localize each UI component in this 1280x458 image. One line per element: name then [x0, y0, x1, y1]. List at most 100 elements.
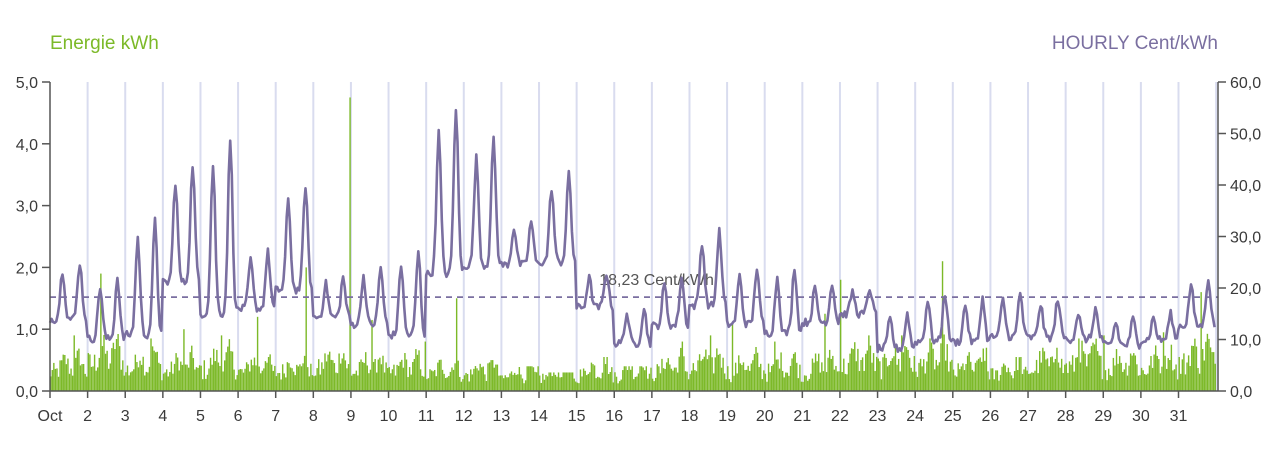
- energy-bar: [162, 373, 165, 391]
- energy-bar: [89, 354, 91, 391]
- energy-bar: [788, 375, 790, 391]
- energy-bar: [1042, 347, 1044, 391]
- energy-bar: [192, 358, 195, 391]
- energy-bar: [335, 372, 337, 391]
- energy-bar: [938, 362, 941, 391]
- energy-bar: [230, 351, 232, 391]
- energy-bar: [673, 367, 676, 391]
- energy-bar: [725, 379, 727, 391]
- energy-bar: [144, 375, 146, 391]
- energy-bar: [412, 362, 414, 391]
- energy-bar: [636, 376, 638, 391]
- energy-bar: [549, 372, 552, 391]
- energy-bar: [122, 360, 124, 391]
- energy-bar: [499, 375, 502, 391]
- energy-bar: [1192, 345, 1195, 391]
- energy-bar: [310, 363, 312, 391]
- energy-bar: [620, 379, 622, 391]
- energy-bar: [165, 369, 168, 391]
- energy-bar: [438, 359, 441, 391]
- energy-bar: [546, 376, 549, 391]
- energy-bar: [324, 353, 326, 391]
- energy-bar: [302, 363, 304, 391]
- energy-bar: [814, 353, 817, 391]
- energy-bar: [998, 380, 1000, 391]
- energy-bar: [383, 372, 386, 391]
- energy-bar: [361, 362, 364, 391]
- energy-bar: [101, 346, 104, 391]
- energy-bar: [95, 370, 97, 391]
- energy-bar: [982, 348, 984, 391]
- energy-bar: [133, 369, 135, 391]
- energy-bar: [858, 371, 861, 391]
- energy-bar: [781, 370, 784, 391]
- energy-bar: [687, 379, 690, 391]
- energy-bar: [128, 375, 130, 391]
- energy-bar: [1028, 373, 1030, 391]
- energy-bar: [437, 362, 439, 391]
- energy-bar: [267, 357, 270, 391]
- energy-bar: [876, 356, 878, 391]
- energy-bar: [307, 367, 309, 391]
- energy-bar: [100, 273, 102, 391]
- energy-bar: [292, 371, 295, 391]
- energy-bar: [669, 364, 671, 391]
- energy-bar: [611, 367, 613, 391]
- energy-bar: [586, 375, 588, 391]
- energy-bar: [366, 365, 369, 391]
- energy-bar: [1172, 370, 1174, 391]
- energy-bar: [680, 347, 682, 391]
- energy-bar: [271, 364, 273, 391]
- x-tick-label: 12: [455, 408, 473, 425]
- energy-bar: [327, 354, 329, 391]
- energy-bar: [1062, 373, 1064, 391]
- energy-bar: [1183, 353, 1185, 391]
- energy-bar: [1198, 373, 1201, 391]
- energy-bar: [609, 371, 611, 391]
- energy-bar: [255, 365, 257, 391]
- energy-bar: [954, 375, 956, 391]
- energy-bar: [249, 371, 251, 391]
- energy-bar: [184, 364, 187, 391]
- energy-bar: [717, 354, 720, 391]
- energy-bar: [502, 378, 505, 391]
- energy-bar: [1048, 366, 1050, 391]
- energy-bar: [1203, 360, 1205, 391]
- energy-bar: [993, 379, 995, 391]
- energy-bar: [990, 368, 992, 391]
- energy-bar: [988, 379, 991, 391]
- energy-bar: [850, 348, 853, 391]
- energy-bar: [1167, 358, 1169, 391]
- energy-bar: [796, 362, 798, 391]
- energy-bar: [242, 372, 245, 391]
- energy-bar: [1035, 359, 1038, 391]
- energy-bar: [706, 359, 709, 391]
- energy-bar: [487, 363, 489, 391]
- energy-bar: [355, 370, 358, 391]
- energy-bar: [413, 358, 416, 391]
- energy-bar: [1142, 370, 1144, 391]
- energy-bar: [1148, 365, 1151, 391]
- energy-bar: [150, 338, 152, 391]
- energy-bar: [872, 353, 875, 391]
- energy-bar: [634, 376, 637, 391]
- energy-bar: [766, 381, 768, 391]
- energy-bar: [952, 369, 955, 391]
- energy-bar: [448, 375, 450, 391]
- energy-bar: [805, 375, 807, 391]
- energy-bar: [405, 359, 408, 391]
- energy-bar: [865, 353, 867, 391]
- energy-bar: [336, 373, 339, 391]
- energy-bar: [813, 362, 815, 391]
- energy-bar: [1118, 356, 1121, 391]
- energy-bar: [82, 364, 85, 391]
- energy-bar: [64, 354, 66, 391]
- energy-bar: [839, 279, 842, 391]
- energy-bar: [107, 368, 110, 391]
- energy-bar: [195, 367, 198, 391]
- energy-bar: [1202, 349, 1204, 391]
- energy-bar: [756, 352, 759, 391]
- energy-bar: [551, 376, 553, 391]
- energy-bar: [485, 381, 488, 391]
- energy-bar: [734, 362, 737, 391]
